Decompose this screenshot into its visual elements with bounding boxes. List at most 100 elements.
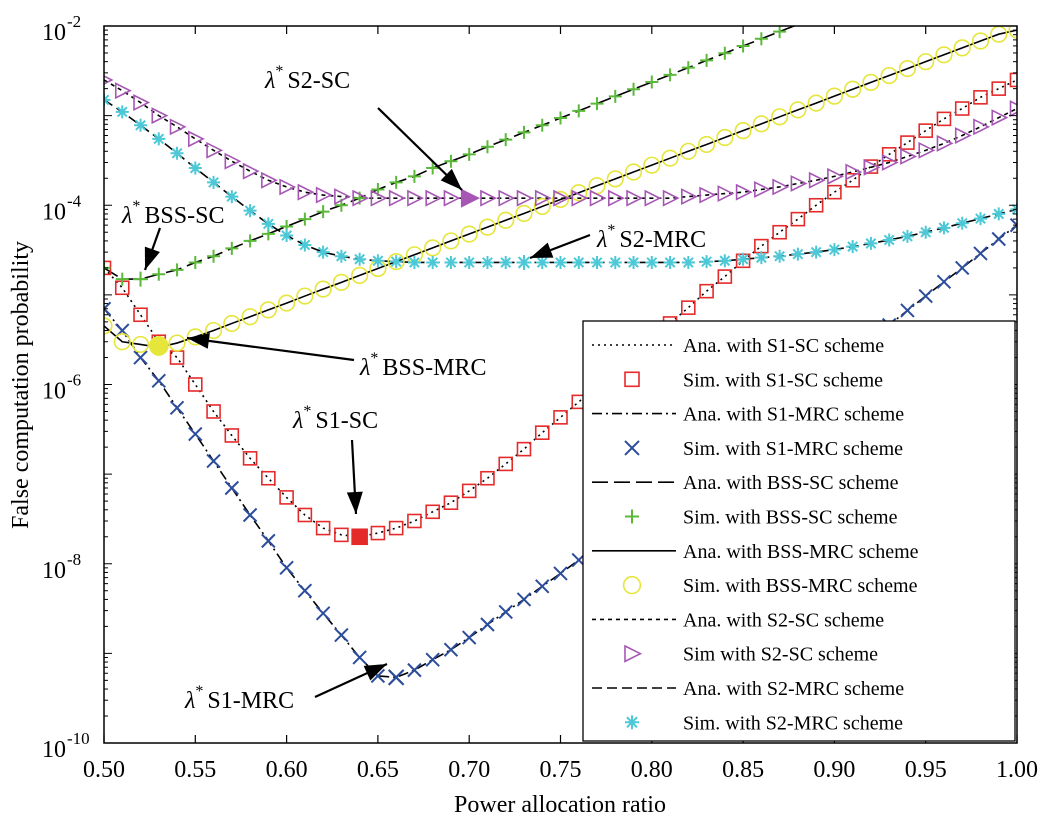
marker-x	[352, 650, 367, 665]
marker-star	[444, 255, 458, 269]
marker-circle	[606, 170, 624, 188]
marker-square	[516, 441, 532, 457]
marker-x	[918, 288, 933, 304]
legend-label: Sim. with S2-MRC scheme	[683, 712, 903, 734]
marker-square	[443, 495, 459, 510]
marker-circle	[752, 115, 770, 133]
marker-circle	[825, 87, 844, 105]
marker-square	[881, 147, 897, 162]
marker-star	[681, 255, 695, 269]
annotation-bss-sc: λ* BSS-SC	[121, 198, 224, 287]
marker-x	[461, 630, 477, 645]
annotations: λ* S2-SC λ* BSS-SC λ* S2-MRC λ* BSS-MRC λ* S1-SC λ…	[121, 63, 706, 714]
marker-triangle	[772, 178, 790, 196]
marker-square	[315, 520, 331, 536]
marker-circle	[497, 211, 515, 229]
marker-square	[461, 483, 477, 499]
marker-star	[919, 225, 933, 239]
marker-triangle	[480, 189, 498, 207]
marker-plus	[718, 46, 732, 60]
marker-x	[624, 440, 640, 456]
marker-x	[498, 604, 513, 620]
marker-circle	[278, 294, 296, 312]
marker-star	[791, 247, 805, 261]
legend-label: Ana. with BSS-MRC scheme	[683, 541, 919, 563]
marker-triangle	[297, 183, 315, 201]
legend-item: Ana. with S2-SC scheme	[592, 609, 884, 631]
legend-label: Ana. with S1-SC scheme	[683, 335, 884, 357]
marker-triangle	[845, 163, 863, 181]
marker-star	[992, 207, 1006, 221]
marker-plus	[554, 111, 567, 125]
marker-square	[991, 81, 1007, 96]
y-tick-exponent: -2	[67, 12, 81, 31]
marker-plus	[207, 249, 221, 263]
marker-star	[627, 255, 641, 269]
series-markers-group	[104, 75, 1017, 207]
annotation-arrowhead	[530, 242, 554, 258]
marker-star	[225, 190, 239, 204]
marker-circle	[259, 301, 277, 319]
marker-x	[973, 246, 988, 261]
annotation-label: λ* BSS-SC	[121, 198, 224, 229]
y-tick-label: 10	[42, 379, 66, 405]
marker-circle	[771, 108, 789, 126]
marker-x	[407, 662, 422, 678]
marker-triangle	[662, 189, 680, 207]
marker-square	[954, 101, 970, 116]
annotation-label: λ* S2-MRC	[596, 222, 706, 253]
marker-star	[207, 175, 221, 189]
marker-square	[425, 504, 440, 520]
marker-star	[371, 254, 385, 268]
marker-triangle	[589, 189, 607, 207]
marker-square	[388, 520, 404, 536]
marker-square	[206, 404, 221, 419]
marker-circle	[314, 280, 332, 298]
marker-x	[955, 260, 970, 276]
marker-circle	[442, 232, 460, 250]
marker-x	[553, 566, 568, 581]
marker-triangle	[790, 175, 808, 192]
marker-circle	[971, 32, 990, 50]
marker-triangle	[644, 189, 662, 207]
marker-star	[426, 255, 440, 269]
marker-plus	[608, 89, 622, 103]
marker-x	[443, 642, 459, 657]
marker-star	[937, 221, 951, 235]
marker-square	[553, 410, 568, 425]
marker-triangle	[151, 107, 169, 125]
annotation-arrowhead	[144, 246, 160, 270]
series-line	[104, 79, 1017, 199]
legend: Ana. with S1-SC scheme Sim. with S1-SC sc…	[582, 320, 1016, 742]
marker-circle	[844, 80, 862, 98]
marker-star	[590, 255, 604, 269]
marker-triangle	[188, 130, 205, 148]
y-tick-exponent: -8	[67, 550, 81, 569]
x-tick-label: 0.70	[448, 757, 490, 783]
marker-star	[645, 255, 659, 269]
marker-star	[846, 240, 860, 254]
marker-square	[242, 451, 258, 466]
marker-plus	[700, 53, 714, 67]
marker-square	[808, 197, 824, 213]
marker-triangle	[133, 94, 151, 111]
marker-triangle	[681, 188, 698, 206]
legend-label: Sim. with BSS-SC scheme	[683, 507, 898, 529]
annotation-arrowhead	[187, 332, 210, 349]
marker-triangle	[936, 134, 954, 152]
marker-square	[827, 184, 842, 200]
marker-plus	[225, 241, 239, 255]
legend-item: Ana. with S1-SC scheme	[592, 335, 884, 357]
x-tick-label: 1.00	[996, 757, 1038, 783]
marker-triangle	[460, 188, 480, 208]
marker-star	[900, 229, 914, 243]
marker-plus	[407, 169, 421, 183]
x-tick-label: 0.50	[83, 757, 125, 783]
marker-plus	[499, 133, 513, 147]
marker-triangle	[516, 189, 534, 207]
series-markers-group	[104, 93, 1017, 269]
marker-plus	[104, 261, 111, 275]
marker-x	[516, 592, 532, 607]
marker-triangle	[206, 141, 224, 159]
marker-circle	[643, 156, 661, 174]
